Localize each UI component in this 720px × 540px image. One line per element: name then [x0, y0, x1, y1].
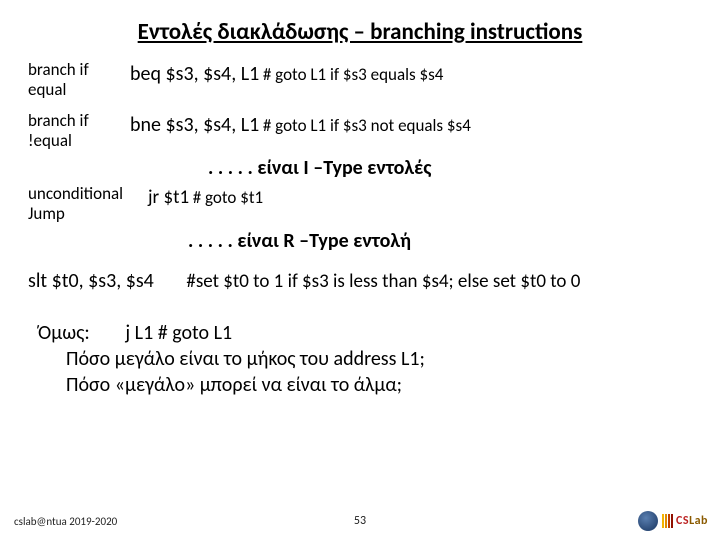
omos-block: Όμως: j L1 # goto L1 Πόσο μεγάλο είναι τ…: [38, 321, 692, 397]
bne-comment: # goto L1 if $s3 not equals $s4: [263, 115, 471, 136]
beq-label-line1: branch if: [28, 59, 89, 80]
cslab-bars-icon: [662, 514, 673, 528]
jr-label-line1: unconditional: [28, 183, 123, 204]
cslab-logo-icon: CSLab: [662, 511, 708, 531]
beq-row: branch if equal beq $s3, $s4, L1 # goto …: [28, 60, 692, 99]
bne-instruction-col: bne $s3, $s4, L1 # goto L1 if $s3 not eq…: [130, 111, 471, 137]
footer: cslab@ntua 2019-2020 53 CSLab: [0, 510, 720, 532]
ntua-seal-icon: [638, 511, 658, 531]
question-2: Πόσο «μεγάλο» μπορεί να είναι το άλμα;: [66, 373, 692, 397]
question-1: Πόσο μεγάλο είναι το μήκος του address L…: [66, 347, 692, 371]
beq-instruction-col: beq $s3, $s4, L1 # goto L1 if $s3 equals…: [130, 60, 443, 86]
bne-label-line2: !equal: [28, 130, 72, 151]
jr-instruction-col: jr $t1 # goto $t1: [148, 184, 263, 209]
beq-comment: # goto L1 if $s3 equals $s4: [263, 64, 444, 85]
page-number: 53: [354, 514, 366, 528]
jr-row: unconditional Jump jr $t1 # goto $t1: [28, 184, 692, 223]
bne-label-line1: branch if: [28, 110, 89, 131]
slt-comment: #set $t0 to 1 if $s3 is less than $s4; e…: [186, 270, 580, 293]
slide: Εντολές διακλάδωσης – branching instruct…: [0, 0, 720, 540]
jr-comment: # goto $t1: [193, 187, 263, 208]
slide-title: Εντολές διακλάδωσης – branching instruct…: [28, 18, 692, 46]
jr-label-line2: Jump: [28, 203, 65, 224]
slt-code: slt $t0, $s3, $s4: [28, 269, 154, 293]
jr-instruction: jr $t1: [148, 186, 189, 209]
beq-label-line2: equal: [28, 79, 66, 100]
bne-row: branch if !equal bne $s3, $s4, L1 # goto…: [28, 111, 692, 150]
footer-logos: CSLab: [638, 511, 708, 531]
omos-line1: Όμως: j L1 # goto L1: [38, 321, 692, 345]
beq-instruction: beq $s3, $s4, L1: [130, 62, 259, 86]
footer-left: cslab@ntua 2019-2020: [14, 515, 117, 528]
j-instruction: j L1 # goto L1: [125, 321, 232, 345]
slt-row: slt $t0, $s3, $s4 #set $t0 to 1 if $s3 i…: [28, 269, 692, 293]
beq-label: branch if equal: [28, 60, 130, 99]
bne-label: branch if !equal: [28, 111, 130, 150]
cslab-text: CSLab: [676, 514, 708, 528]
jr-label: unconditional Jump: [28, 184, 148, 223]
r-type-note: . . . . . είναι R –Type εντολή: [188, 229, 692, 253]
omos-word: Όμως:: [38, 321, 90, 345]
bne-instruction: bne $s3, $s4, L1: [130, 113, 259, 137]
i-type-note: . . . . . είναι I –Type εντολές: [208, 156, 692, 180]
